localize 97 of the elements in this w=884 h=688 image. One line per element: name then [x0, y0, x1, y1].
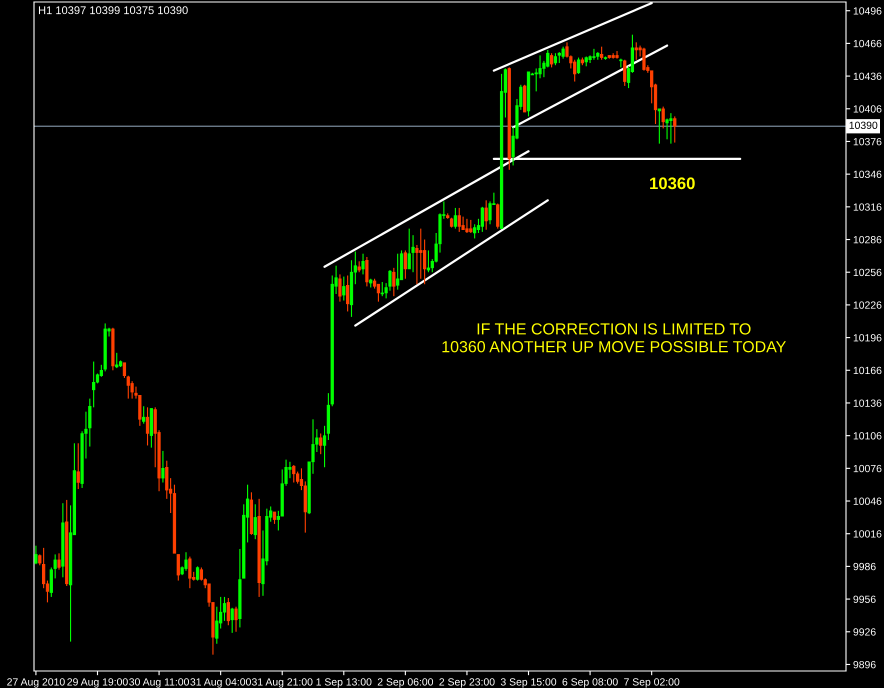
x-tick-label: 30 Aug 11:00	[129, 678, 189, 688]
y-tick-label: 10346	[854, 170, 882, 178]
candlestick	[361, 253, 365, 275]
candlestick	[388, 269, 392, 292]
candlestick	[254, 504, 257, 540]
candlestick	[665, 118, 669, 140]
y-tick-label: 9956	[853, 596, 876, 603]
candlestick	[376, 284, 380, 302]
x-tick-label: 27 Aug 2010	[7, 678, 65, 688]
candlestick	[76, 442, 80, 490]
x-tick-label: 1 Sep 13:00	[316, 678, 372, 688]
y-tick-label: 10256	[854, 268, 882, 276]
candlestick	[234, 606, 238, 632]
y-tick-label: 10316	[854, 203, 882, 211]
candlestick	[142, 406, 146, 424]
candlestick	[573, 59, 576, 82]
candlestick	[623, 59, 626, 86]
candlestick	[554, 52, 558, 66]
candlestick	[365, 256, 369, 287]
y-tick-label: 10466	[854, 40, 882, 48]
y-tick-label: 10136	[854, 399, 882, 407]
candlestick	[658, 108, 661, 144]
candlestick	[496, 203, 500, 230]
candlestick	[57, 552, 61, 570]
candlestick	[404, 250, 407, 280]
y-tick-label: 10496	[854, 7, 882, 15]
candlestick	[458, 207, 461, 232]
candlestick	[230, 607, 234, 634]
x-tick-label: 7 Sep 02:00	[624, 678, 680, 688]
candlestick	[161, 450, 165, 484]
x-tick-label: 2 Sep 23:00	[439, 678, 495, 688]
candlestick	[196, 566, 200, 582]
candlestick	[292, 464, 296, 484]
y-tick-label: 10106	[854, 432, 882, 440]
candlestick	[176, 554, 180, 582]
candlestick	[600, 46, 604, 60]
ref-line-label: 10390	[850, 122, 878, 130]
x-tick-label: 31 Aug 04:00	[190, 678, 251, 688]
candlestick	[673, 116, 676, 144]
candlestick	[222, 596, 226, 622]
y-tick-label: 10436	[854, 72, 882, 80]
y-tick-label: 10076	[854, 464, 882, 472]
y-tick-label: 10016	[854, 530, 882, 538]
y-tick-label: 10226	[854, 301, 882, 309]
candlestick	[454, 207, 458, 230]
candlestick	[534, 68, 538, 92]
candlestick	[634, 42, 638, 60]
y-tick-label: 9986	[853, 562, 876, 570]
candlestick	[272, 511, 276, 524]
candlestick	[184, 552, 188, 572]
y-tick-label: 10286	[854, 236, 882, 244]
candlestick	[584, 56, 588, 67]
candlestick	[592, 48, 596, 60]
candlestick	[419, 228, 422, 280]
x-tick-label: 3 Sep 15:00	[500, 678, 556, 688]
candlestick	[392, 267, 396, 297]
candlestick	[338, 274, 342, 302]
candlestick	[396, 253, 400, 290]
candlestick	[558, 52, 561, 64]
candlestick	[380, 281, 384, 297]
candlestick	[480, 206, 484, 232]
candlestick	[226, 597, 230, 626]
candlestick	[146, 406, 150, 446]
candlestick	[484, 200, 488, 230]
y-tick-label: 10406	[854, 105, 882, 113]
candlestick	[550, 52, 554, 68]
y-tick-label: 10166	[854, 366, 882, 374]
candlestick	[562, 46, 565, 60]
candlestick	[372, 278, 376, 290]
candlestick	[346, 274, 350, 312]
candlestick	[34, 545, 38, 565]
candlestick	[115, 352, 118, 369]
y-tick-label: 9926	[853, 628, 876, 636]
y-tick-label: 10046	[854, 498, 882, 505]
candlestick	[188, 556, 192, 589]
candlestick	[450, 217, 454, 228]
candlestick	[426, 250, 430, 273]
candlestick	[358, 260, 361, 273]
candlestick	[642, 47, 646, 72]
y-tick-label: 10196	[854, 334, 882, 342]
y-tick-label: 9896	[853, 660, 876, 668]
candlestick	[408, 228, 411, 270]
x-tick-label: 6 Sep 08:00	[562, 678, 618, 688]
x-tick-label: 31 Aug 21:00	[252, 678, 313, 688]
y-tick-label: 10376	[854, 138, 882, 146]
x-tick-label: 2 Sep 06:00	[378, 678, 434, 688]
candlestick	[576, 57, 580, 74]
candlestick	[488, 200, 492, 225]
candlestick	[342, 276, 346, 302]
annotation: 10360	[650, 177, 695, 190]
x-tick-label: 29 Aug 19:00	[67, 678, 128, 688]
chart-title: H1 10397 10399 10375 10390	[38, 6, 188, 14]
candlestick	[469, 219, 472, 234]
candlestick	[662, 106, 665, 129]
annotation: IF THE CORRECTION IS LIMITED TO 10360 ANOTHER UP MOVE POSSIBLE TODAY	[442, 323, 786, 352]
candlestick	[319, 432, 322, 455]
candlestick	[669, 112, 673, 144]
